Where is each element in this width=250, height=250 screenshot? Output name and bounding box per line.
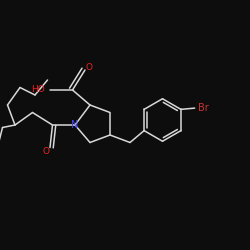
Text: O: O xyxy=(85,62,92,72)
Text: Br: Br xyxy=(198,103,209,113)
Text: O: O xyxy=(43,147,50,156)
Text: N: N xyxy=(71,120,79,130)
Text: HO: HO xyxy=(31,86,44,94)
